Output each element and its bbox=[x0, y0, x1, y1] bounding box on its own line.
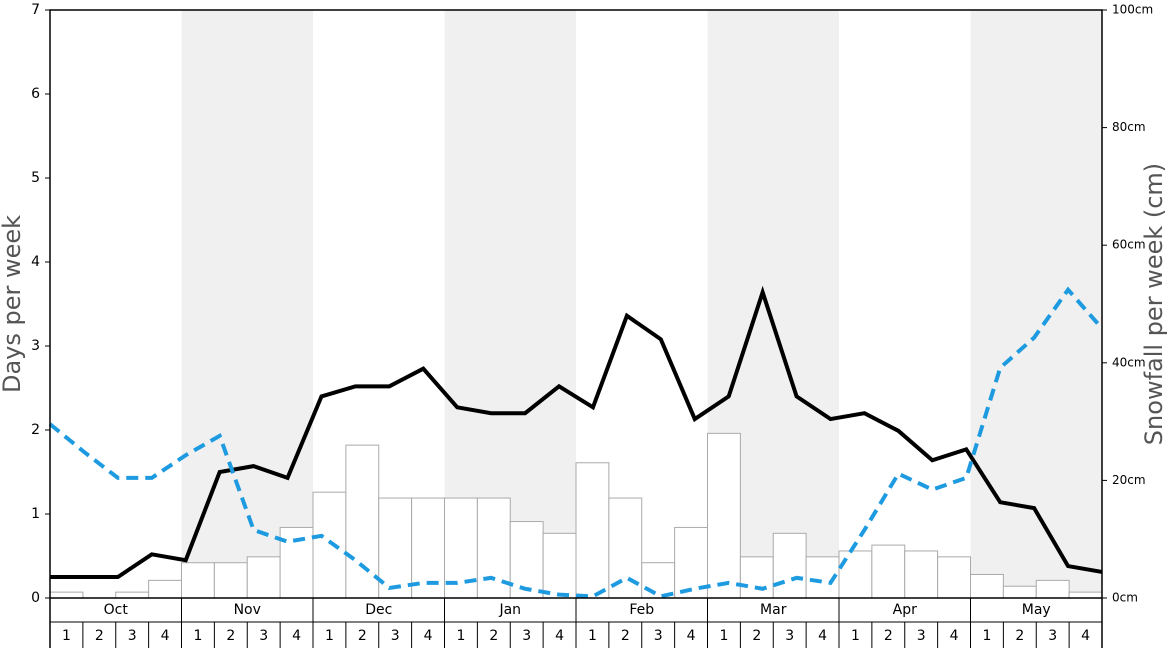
snow-bar bbox=[213, 562, 248, 599]
y-tick-label: 7 bbox=[31, 2, 40, 18]
y-tick-label: 2 bbox=[31, 422, 40, 438]
snow-bar bbox=[575, 462, 610, 599]
week-label: 1 bbox=[193, 628, 202, 644]
week-label: 1 bbox=[719, 628, 728, 644]
week-label: 2 bbox=[621, 628, 630, 644]
y2-tick-label: 80cm bbox=[1112, 120, 1146, 134]
week-label: 2 bbox=[95, 628, 104, 644]
month-label: Dec bbox=[365, 602, 392, 618]
dashed-line bbox=[48, 286, 1104, 599]
snow-bar bbox=[937, 556, 971, 599]
week-label: 4 bbox=[1081, 628, 1090, 644]
week-label: 3 bbox=[1048, 628, 1057, 644]
y-tick-label: 6 bbox=[31, 86, 40, 102]
month-label: Feb bbox=[629, 602, 654, 618]
snow-bar bbox=[49, 591, 84, 599]
week-label: 4 bbox=[292, 628, 301, 644]
week-label: 3 bbox=[654, 628, 663, 644]
month-label: May bbox=[1022, 602, 1051, 618]
marks bbox=[48, 285, 1104, 599]
y-tick-label: 1 bbox=[31, 506, 40, 522]
y-tick-label: 4 bbox=[31, 254, 40, 270]
week-label: 3 bbox=[785, 628, 794, 644]
month-label: Apr bbox=[893, 602, 917, 618]
snow-bar bbox=[871, 544, 906, 599]
y2-tick-label: 60cm bbox=[1112, 238, 1146, 252]
snow-bar bbox=[345, 444, 380, 599]
week-label: 4 bbox=[555, 628, 564, 644]
snow-bar bbox=[312, 491, 347, 599]
solid-line bbox=[50, 285, 1103, 579]
week-label: 2 bbox=[1015, 628, 1024, 644]
snow-bar bbox=[904, 550, 939, 599]
week-label: 4 bbox=[161, 628, 170, 644]
week-label: 4 bbox=[950, 628, 959, 644]
week-label: 2 bbox=[358, 628, 367, 644]
y-tick-label: 0 bbox=[31, 590, 40, 606]
y2-axis-title: Snowfall per week (cm) bbox=[1140, 163, 1168, 445]
background bbox=[181, 10, 1102, 598]
week-label: 2 bbox=[226, 628, 235, 644]
snow-bar bbox=[970, 573, 1004, 599]
month-label: Mar bbox=[760, 602, 787, 618]
week-label: 1 bbox=[851, 628, 860, 644]
snow-bar bbox=[838, 550, 873, 599]
y-axis-title: Days per week bbox=[0, 215, 26, 393]
week-label: 3 bbox=[259, 628, 268, 644]
y-tick-label: 3 bbox=[31, 338, 40, 354]
week-label: 1 bbox=[982, 628, 991, 644]
snow-bar bbox=[1035, 579, 1070, 599]
week-label: 3 bbox=[391, 628, 400, 644]
snow-bar bbox=[148, 579, 182, 599]
week-label: 3 bbox=[917, 628, 926, 644]
y2-tick-label: 40cm bbox=[1112, 355, 1146, 369]
snow-bar bbox=[739, 556, 774, 599]
y-tick-label: 5 bbox=[31, 170, 40, 186]
snow-bar bbox=[181, 562, 215, 599]
snow-bar bbox=[509, 521, 544, 599]
week-label: 3 bbox=[522, 628, 531, 644]
snow-bar bbox=[641, 562, 676, 599]
axes: 0 1 2 3 4 5 6 7 0cm 20cm 40cm 60cm 80cm 100cm Oct 1 2 3 4 N… bbox=[31, 2, 1153, 648]
week-label: 2 bbox=[489, 628, 498, 644]
snow-bar bbox=[279, 526, 314, 599]
week-label: 4 bbox=[424, 628, 433, 644]
snow-bar bbox=[772, 532, 807, 599]
week-label: 2 bbox=[884, 628, 893, 644]
y2-tick-label: 20cm bbox=[1112, 473, 1146, 487]
week-label: 3 bbox=[128, 628, 137, 644]
month-shade bbox=[181, 10, 313, 598]
week-label: 1 bbox=[62, 628, 71, 644]
snow-bar bbox=[115, 591, 150, 599]
y2-tick-label: 0cm bbox=[1112, 591, 1138, 605]
week-label: 4 bbox=[687, 628, 696, 644]
snow-bar bbox=[542, 532, 577, 599]
week-label: 1 bbox=[588, 628, 597, 644]
y2-tick-label: 100cm bbox=[1112, 3, 1153, 17]
snow-bar bbox=[246, 556, 281, 599]
week-label: 4 bbox=[818, 628, 827, 644]
month-label: Nov bbox=[234, 602, 261, 618]
snow-bar bbox=[707, 432, 741, 599]
week-label: 1 bbox=[325, 628, 334, 644]
week-label: 1 bbox=[456, 628, 465, 644]
week-label: 2 bbox=[752, 628, 761, 644]
snow-bar bbox=[1068, 591, 1103, 599]
month-label: Oct bbox=[104, 602, 129, 618]
month-label: Jan bbox=[498, 602, 521, 618]
snow-bar bbox=[1002, 585, 1037, 599]
